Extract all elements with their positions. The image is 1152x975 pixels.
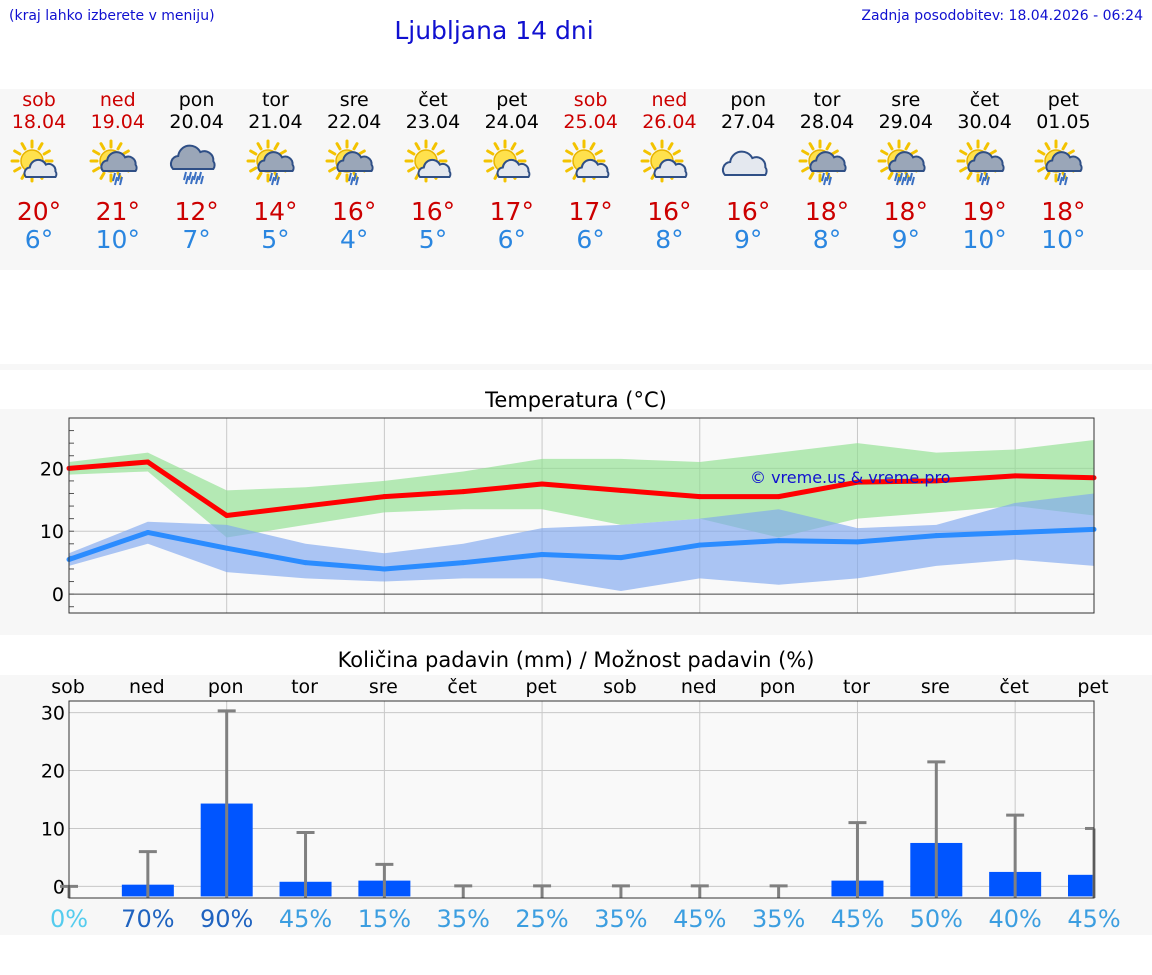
day-name: ned: [99, 89, 136, 111]
menu-note: (kraj lahko izberete v meniju): [9, 8, 215, 24]
day-date: 22.04: [326, 111, 382, 133]
min-temp: 6°: [576, 225, 605, 254]
min-temp: 6°: [24, 225, 54, 254]
sun-cloud-icon: [562, 139, 609, 183]
day-name: tor: [813, 89, 841, 111]
day-column: tor 28.04 18° 8°: [788, 89, 867, 254]
day-date: 19.04: [90, 111, 145, 133]
day-date: 30.04: [957, 111, 1012, 133]
min-temp: 6°: [497, 225, 526, 254]
day-name: pet: [1047, 89, 1079, 111]
day-column: pon 20.04 12° 7°: [157, 89, 236, 254]
day-name: sre: [339, 89, 369, 111]
day-column: pet 01.05 18° 10°: [1024, 89, 1103, 254]
min-temp: 8°: [812, 225, 842, 254]
day-date: 23.04: [405, 111, 461, 133]
sun-cloud-rain-icon: [956, 139, 1005, 186]
day-column: čet 30.04 19° 10°: [945, 89, 1024, 254]
day-column: pon 27.04 16° 9°: [709, 89, 788, 254]
day-column: sob 25.04 17° 6°: [551, 89, 630, 254]
sun-cloud-rain-icon: [798, 139, 847, 186]
max-temp: 16°: [410, 197, 456, 226]
day-name: čet: [969, 89, 1000, 111]
max-temp: 16°: [726, 197, 771, 226]
day-column: ned 19.04 21° 10°: [78, 89, 157, 254]
min-temp: 10°: [95, 225, 140, 254]
max-temp: 17°: [568, 197, 613, 226]
min-temp: 8°: [655, 225, 684, 254]
max-temp: 21°: [95, 197, 140, 226]
day-name: pet: [496, 89, 528, 111]
day-column: tor 21.04 14° 5°: [236, 89, 315, 254]
max-temp: 19°: [962, 197, 1007, 226]
min-temp: 10°: [1041, 225, 1086, 254]
temperature-band: [0, 409, 1152, 635]
min-temp: 9°: [891, 225, 920, 254]
day-column: čet 23.04 16° 5°: [394, 89, 473, 254]
last-updated: Zadnja posodobitev: 18.04.2026 - 06:24: [861, 8, 1143, 24]
day-date: 20.04: [169, 111, 224, 133]
day-name: pon: [730, 89, 767, 111]
max-temp: 18°: [883, 197, 928, 226]
day-date: 21.04: [248, 111, 303, 133]
watermark: © vreme.us & vreme.pro: [750, 468, 951, 487]
sun-cloud-icon: [404, 139, 452, 183]
max-temp: 18°: [804, 197, 850, 226]
day-date: 24.04: [484, 111, 539, 133]
max-temp: 14°: [253, 197, 298, 226]
day-name: pon: [178, 89, 215, 111]
day-name: ned: [651, 89, 688, 111]
daily-forecast: sob 18.04 20° 6° ned 19.04 21° 10° pon 20.04 12° 7°…: [10, 89, 1152, 261]
day-name: sob: [573, 89, 608, 111]
sun-cloud-icon: [10, 139, 58, 183]
day-date: 27.04: [720, 111, 776, 133]
min-temp: 5°: [261, 225, 290, 254]
min-temp: 5°: [418, 225, 448, 254]
min-temp: 7°: [182, 225, 211, 254]
day-date: 26.04: [642, 111, 697, 133]
sun-cloud-rain-icon: [325, 139, 374, 186]
page-title: Ljubljana 14 dni: [394, 16, 594, 45]
day-name: sre: [891, 89, 921, 111]
day-date: 28.04: [799, 111, 855, 133]
max-temp: 20°: [16, 197, 62, 226]
day-column: sob 18.04 20° 6°: [0, 89, 79, 254]
max-temp: 17°: [489, 197, 534, 226]
min-temp: 10°: [962, 225, 1007, 254]
sun-cloud-rain-icon: [89, 139, 138, 186]
max-temp: 18°: [1041, 197, 1086, 226]
day-name: sob: [22, 89, 56, 111]
day-date: 29.04: [878, 111, 933, 133]
sun-cloud-rain-icon: [1034, 139, 1083, 186]
day-column: pet 24.04 17° 6°: [472, 89, 551, 254]
day-column: sre 29.04 18° 9°: [866, 89, 945, 254]
cloud-heavy-rain-icon: [169, 144, 216, 185]
separator-band: [0, 364, 1152, 370]
day-column: sre 22.04 16° 4°: [315, 89, 394, 254]
max-temp: 16°: [332, 197, 377, 226]
max-temp: 12°: [174, 197, 219, 226]
min-temp: 9°: [733, 225, 763, 254]
sun-cloud-icon: [640, 139, 688, 183]
day-name: čet: [418, 89, 448, 111]
precip-band: [0, 675, 1152, 935]
day-date: 25.04: [563, 111, 618, 133]
day-date: 18.04: [11, 111, 67, 133]
precip-chart-title: Količina padavin (mm) / Možnost padavin …: [337, 648, 815, 672]
day-name: tor: [261, 89, 289, 111]
sun-cloud-icon: [483, 139, 531, 183]
day-column: ned 26.04 16° 8°: [630, 89, 709, 254]
day-date: 01.05: [1036, 111, 1091, 133]
max-temp: 16°: [647, 197, 692, 226]
temperature-chart-title: Temperatura (°C): [485, 388, 667, 412]
cloud-icon: [722, 150, 768, 176]
sun-cloud-heavy-rain-icon: [877, 139, 926, 186]
min-temp: 4°: [339, 225, 369, 254]
sun-cloud-rain-icon: [246, 139, 295, 186]
